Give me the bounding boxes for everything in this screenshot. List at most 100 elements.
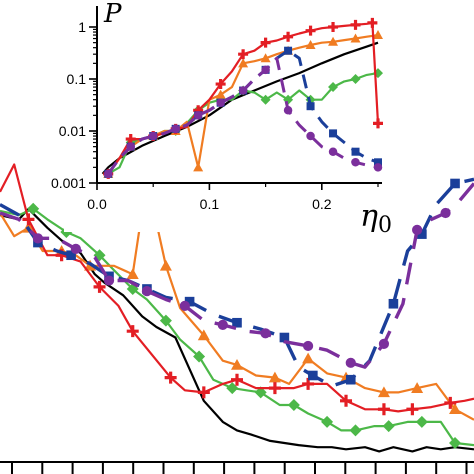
main-data-point [226,382,239,395]
main-data-point [126,325,139,338]
main-data-point [377,403,390,416]
inset-series-group [101,17,383,179]
inset-data-point [238,58,249,68]
inset-data-point [193,162,204,172]
inset-data-point [238,49,249,60]
inset-y-tick-label: 0.01 [59,123,86,139]
inset-data-point [193,111,203,120]
inset-y-tick-label: 1 [78,19,86,35]
inset-x-axis-label-symbol: η [360,199,378,234]
inset-background [64,0,394,232]
inset-data-point [328,82,339,93]
main-data-point [197,386,210,399]
inset-data-point [126,142,135,151]
inset-x-axis-label-subscript: 0 [378,213,392,238]
inset-data-point [328,22,339,32]
main-data-point [231,358,243,370]
main-data-point [141,285,153,297]
main-data-point [345,357,356,368]
inset-data-point [306,131,315,141]
main-data-point [417,229,427,239]
inset-data-point [367,17,378,28]
main-data-point [449,403,462,415]
main-series-line [0,207,474,453]
inset-y-tick-label: 0.1 [67,71,87,87]
inset-y-axis-label: P [103,0,122,29]
inset-data-point [328,147,338,156]
inset-data-point [215,79,226,90]
main-data-point [217,319,228,330]
inset-data-point [373,30,383,40]
inset-data-point [373,163,383,172]
main-data-point [232,317,242,328]
main-series-6 [0,182,474,369]
inset-data-point [260,94,271,105]
inset-x-axis-label: η0 [360,199,392,238]
main-data-point [450,178,460,189]
main-data-point [103,275,115,286]
main-data-point [382,420,395,433]
main-data-point [268,382,281,395]
main-data-point [440,207,451,219]
inset-data-point [329,129,338,138]
main-data-point [184,296,195,307]
main-data-point [406,403,419,416]
inset-data-point [328,36,339,46]
main-data-point [268,371,281,383]
inset-data-point [351,158,360,167]
inset-x-tick-label: 0.2 [312,196,332,212]
main-data-point [340,394,353,407]
inset-data-point [261,65,270,75]
main-data-point [321,415,334,428]
inset-data-point [350,19,361,30]
main-data-point [412,224,423,235]
main-data-point [378,338,390,349]
main-data-point [22,213,35,226]
main-data-point [411,382,424,393]
inset-data-point [284,46,293,55]
main-data-point [377,386,390,398]
main-data-point [287,399,300,412]
inset-data-point [171,124,180,134]
main-data-point [159,259,172,271]
inset-data-point [374,158,382,167]
inset-data-point [260,37,271,48]
inset-data-point [306,102,315,111]
inset-data-point [283,31,294,42]
main-data-point [260,328,271,339]
inset-data-point [148,131,158,141]
main-data-point [197,329,210,341]
main-series-1 [0,207,474,453]
main-data-point [159,314,172,327]
inset-data-point [305,25,316,36]
inset-data-point [215,89,226,99]
inset-data-point [373,118,383,129]
main-data-point [254,386,267,399]
inset-data-point [260,53,271,63]
main-data-point [164,371,177,384]
inset-data-point [125,134,136,145]
main-data-point [415,415,428,428]
main-series-line [0,177,474,388]
main-data-point [449,437,462,450]
inset-data-point [238,86,248,95]
main-plot [0,163,474,474]
inset-data-point [103,169,113,179]
main-data-point [231,373,243,386]
inset-data-point [351,147,360,156]
main-data-point [66,250,76,261]
inset-x-tick-label: 0.0 [87,196,107,212]
main-data-point [444,396,457,409]
main-data-point [279,332,290,343]
main-x-ticks [11,462,468,474]
main-data-point [93,280,106,293]
inset-data-point [216,98,225,107]
inset-data-point [350,33,361,43]
main-data-point [126,268,139,280]
main-data-point [303,340,314,352]
main-data-point [27,202,40,215]
inset-data-point [350,74,361,84]
main-data-point [388,298,399,309]
